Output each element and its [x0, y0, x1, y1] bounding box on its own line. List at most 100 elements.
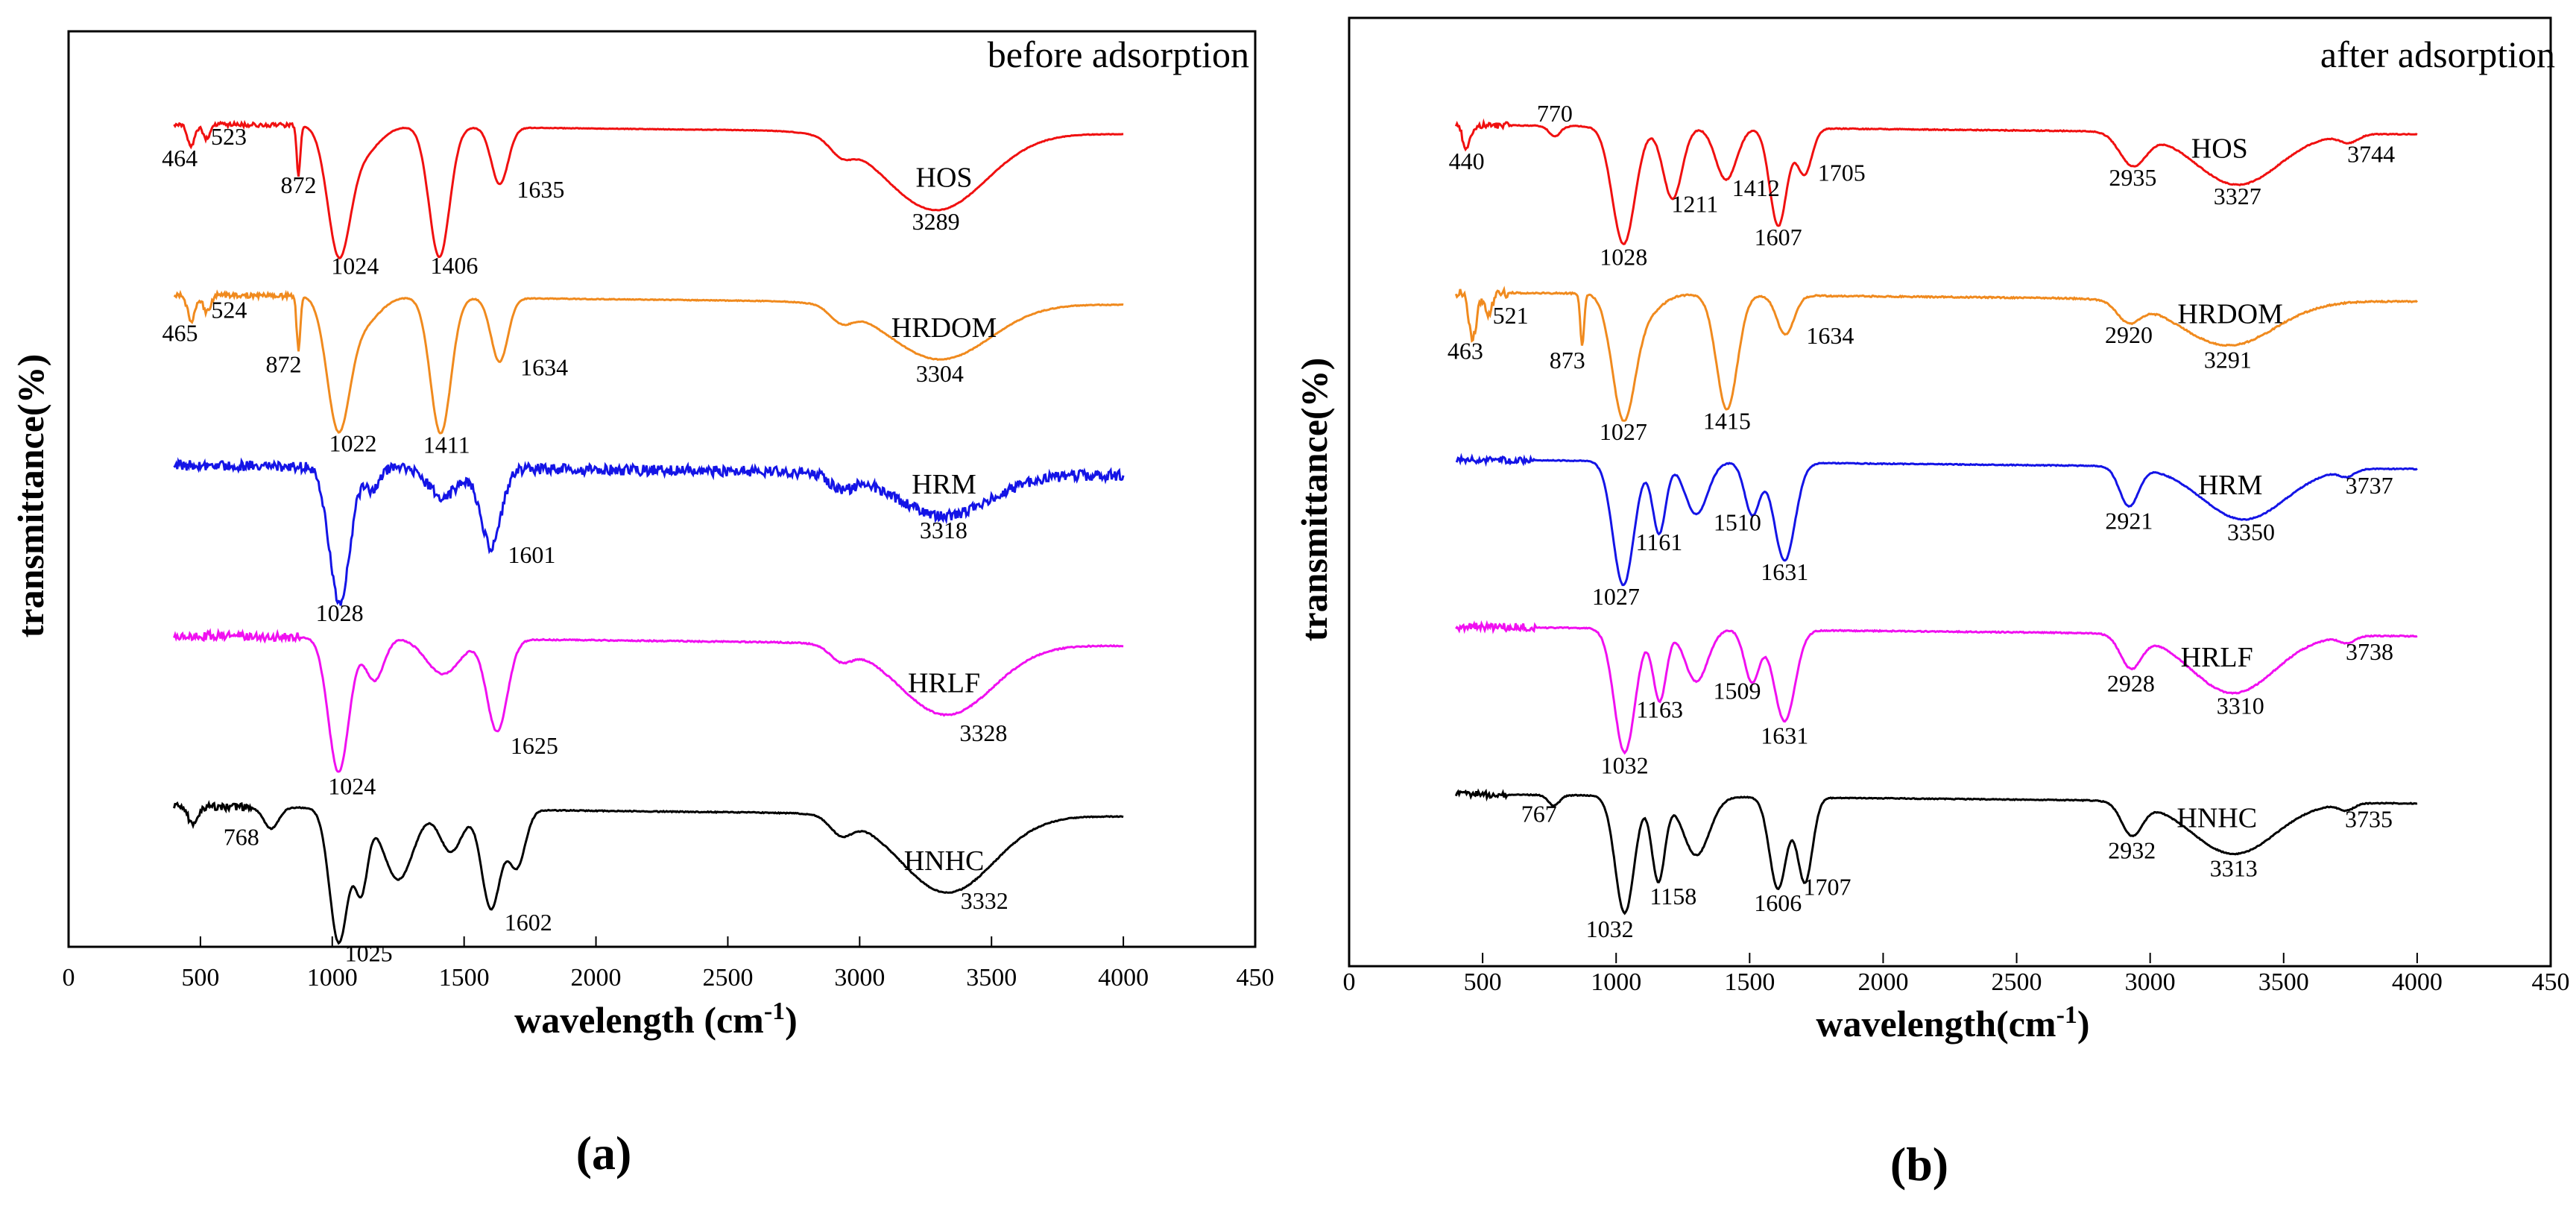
- peak-label: 1411: [423, 431, 470, 458]
- peak-label: 3310: [2217, 693, 2264, 719]
- series-label-hos: HOS: [916, 163, 973, 194]
- spectrum-hrlf: [1455, 620, 2418, 755]
- peak-label: 1631: [1761, 558, 1808, 585]
- series-label-hnhc: HNHC: [2176, 803, 2257, 834]
- peak-label: 1510: [1714, 508, 1761, 535]
- x-tick-label: 1000: [307, 964, 358, 992]
- peak-label: 1022: [329, 429, 377, 456]
- x-tick-label: 450: [2532, 968, 2570, 996]
- series-label-hrm: HRM: [912, 469, 976, 500]
- peak-label: 2928: [2107, 669, 2155, 696]
- peak-label: 1707: [1803, 873, 1851, 900]
- peak-label: 1634: [1806, 322, 1854, 349]
- spectrum-hos: [1454, 118, 2418, 246]
- peak-label: 521: [1493, 302, 1529, 329]
- peak-label: 523: [211, 123, 247, 150]
- peak-label: 3738: [2346, 638, 2393, 665]
- peak-label: 1161: [1635, 529, 1682, 555]
- x-tick-label: 1000: [1591, 968, 1641, 996]
- x-tick-label: 4000: [2392, 968, 2443, 996]
- panel-title-b: after adsorption: [2320, 34, 2555, 75]
- x-tick-label: 2000: [571, 964, 622, 992]
- x-axis-label-a: wavelength (cm-1): [514, 998, 798, 1041]
- x-tick-label: 500: [1464, 968, 1502, 996]
- peak-label: 464: [162, 145, 198, 171]
- series-label-hrm: HRM: [2198, 470, 2263, 501]
- panel-after-adsorption: after adsorption transmittance(%) wavele…: [1293, 16, 2570, 1191]
- x-axis-label-sup-b: -1: [2056, 1001, 2077, 1029]
- peak-label: 1412: [1732, 174, 1780, 201]
- spectrum-hrlf: [173, 628, 1124, 773]
- series-label-hrdom: HRDOM: [891, 312, 997, 344]
- series-label-hrlf: HRLF: [908, 668, 980, 699]
- peak-label: 1606: [1754, 889, 1802, 916]
- x-tick-label: 1500: [1724, 968, 1775, 996]
- peak-label: 3289: [912, 208, 960, 235]
- x-tick-label: 500: [181, 964, 219, 992]
- peak-label: 3304: [916, 360, 964, 387]
- spectrum-hrdom: [173, 289, 1124, 435]
- panel-caption-a: (a): [576, 1126, 632, 1179]
- x-tick-label: 3500: [966, 964, 1017, 992]
- peak-label: 1625: [511, 732, 558, 759]
- peak-label: 440: [1449, 148, 1485, 174]
- x-axis-ticks-a: 0 500 1000 1500 2000 2500 3000 3500 4000 450: [63, 936, 1275, 992]
- peak-label: 873: [1550, 347, 1585, 374]
- series-label-hnhc: HNHC: [904, 845, 985, 877]
- peak-label: 768: [224, 823, 259, 850]
- x-tick-label: 0: [63, 964, 75, 992]
- peak-label: 3291: [2204, 346, 2252, 373]
- peak-label: 1602: [505, 909, 552, 936]
- x-tick-label: 450: [1237, 964, 1275, 992]
- peak-label: 1025: [345, 940, 393, 967]
- peak-label: 1509: [1714, 678, 1761, 705]
- peak-label: 1211: [1671, 191, 1718, 218]
- peak-label: 465: [162, 320, 198, 347]
- spectrum-hrm: [1455, 453, 2418, 587]
- peak-label: 1028: [316, 599, 364, 626]
- peak-label: 1634: [520, 353, 568, 380]
- series-label-hos: HOS: [2191, 133, 2248, 164]
- panel-before-adsorption: before adsorption transmittance(%) wavel…: [10, 30, 1275, 1179]
- peak-label: 3737: [2346, 472, 2393, 499]
- peak-label: 1032: [1601, 751, 1649, 778]
- x-tick-label: 3000: [834, 964, 885, 992]
- peak-label: 1032: [1586, 916, 1634, 942]
- spectrum-hos: [173, 119, 1124, 260]
- peak-label: 2920: [2105, 321, 2153, 348]
- panel-title-a: before adsorption: [988, 34, 1249, 75]
- peak-label: 1158: [1650, 883, 1696, 910]
- x-axis-label-text-b: wavelength(cm: [1816, 1003, 2056, 1044]
- x-tick-label: 3500: [2258, 968, 2309, 996]
- peak-label: 3328: [959, 719, 1007, 746]
- peak-label: 524: [211, 296, 247, 323]
- x-axis-label-text-a: wavelength (cm: [514, 999, 764, 1041]
- peak-label: 2935: [2109, 164, 2156, 191]
- x-tick-label: 1500: [439, 964, 490, 992]
- y-axis-label-b: transmittance(%): [1293, 358, 1335, 641]
- x-tick-label: 2000: [1857, 968, 1908, 996]
- x-axis-label-sup-a: -1: [764, 998, 785, 1025]
- panel-caption-b: (b): [1890, 1138, 1948, 1191]
- x-axis-label-suffix-b: ): [2077, 1003, 2090, 1044]
- peak-label: 1415: [1703, 408, 1751, 435]
- peak-label: 1027: [1592, 583, 1640, 610]
- x-tick-label: 2500: [1992, 968, 2042, 996]
- peak-label: 1027: [1600, 418, 1647, 445]
- x-axis-label-b: wavelength(cm-1): [1816, 1001, 2089, 1044]
- peak-label: 1635: [517, 176, 564, 203]
- spectra-b: HOS 440 770 1028 1211 1412 1607 1705 2935 3327 374…: [1448, 100, 2418, 942]
- peak-label: 3318: [920, 517, 967, 543]
- peak-label: 872: [265, 350, 301, 377]
- peak-label: 2932: [2108, 836, 2156, 863]
- x-tick-label: 3000: [2125, 968, 2176, 996]
- peak-label: 3327: [2214, 183, 2261, 209]
- x-tick-label: 2500: [702, 964, 753, 992]
- peak-label: 1024: [331, 252, 379, 279]
- spectra-a: HOS 464 523 872 1024 1406 1635 3289 HRDOM 465 524 8…: [162, 119, 1125, 967]
- x-axis-label-suffix-a: ): [785, 999, 798, 1041]
- series-label-hrdom: HRDOM: [2177, 298, 2282, 330]
- x-tick-label: 0: [1343, 968, 1356, 996]
- peak-label: 3332: [961, 887, 1008, 914]
- peak-label: 1705: [1818, 160, 1866, 186]
